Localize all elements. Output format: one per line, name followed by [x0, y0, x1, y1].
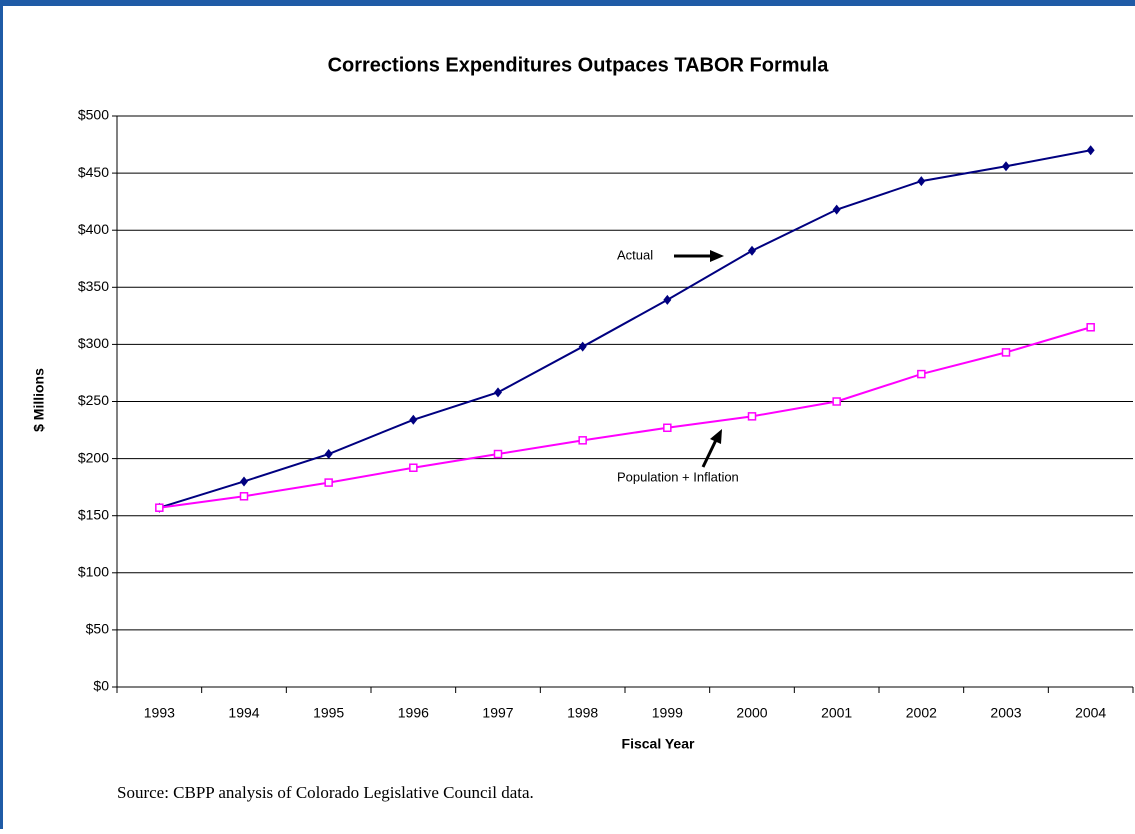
- annotation: Population + Inflation: [617, 469, 739, 484]
- series-line: [159, 149, 1091, 509]
- y-tick-label: $50: [86, 621, 110, 637]
- x-tick-label: 2004: [1075, 705, 1106, 721]
- point-marker: [917, 369, 926, 379]
- annotation-arrow: [701, 429, 722, 468]
- point-marker: [747, 412, 757, 421]
- frame-top: [0, 0, 1135, 6]
- point-marker: [409, 463, 418, 472]
- point-marker: [155, 503, 164, 512]
- point-marker: [409, 414, 418, 425]
- y-tick-label: $250: [78, 392, 109, 408]
- x-tick-label: 1999: [652, 705, 683, 721]
- point-marker: [1001, 348, 1011, 357]
- x-tick-label: 2000: [736, 705, 767, 721]
- x-tick-label: 1998: [567, 705, 598, 721]
- point-marker: [578, 436, 587, 445]
- x-tick-label: 1994: [228, 705, 259, 721]
- point-marker: [239, 492, 249, 501]
- point-marker: [494, 387, 502, 398]
- point-marker: [1086, 145, 1095, 156]
- point-marker: [1086, 323, 1095, 332]
- x-tick-label: 1997: [482, 705, 513, 721]
- point-marker: [578, 341, 587, 352]
- frame-left: [0, 0, 3, 829]
- x-tick-label: 2001: [821, 705, 852, 721]
- y-tick-label: $300: [78, 335, 109, 351]
- point-marker: [832, 397, 841, 406]
- point-marker: [324, 449, 333, 460]
- y-tick-label: $350: [78, 278, 109, 294]
- y-tick-label: $500: [78, 107, 109, 123]
- point-marker: [663, 294, 672, 305]
- point-marker: [917, 176, 926, 187]
- point-marker: [748, 245, 756, 256]
- annotation-arrow: [674, 250, 724, 262]
- point-marker: [240, 476, 248, 487]
- x-tick-label: 2002: [906, 705, 937, 721]
- y-tick-label: $450: [78, 164, 109, 180]
- x-tick-label: 1996: [398, 705, 429, 721]
- point-marker: [663, 423, 672, 433]
- point-marker: [324, 478, 333, 487]
- annotation: Actual: [617, 247, 653, 262]
- y-tick-label: $100: [78, 564, 109, 580]
- x-axis-title: Fiscal Year: [622, 736, 695, 752]
- point-marker: [832, 204, 841, 215]
- y-tick-label: $200: [78, 449, 109, 465]
- x-tick-label: 1995: [313, 705, 344, 721]
- chart-title: Corrections Expenditures Outpaces TABOR …: [328, 54, 830, 76]
- series-line: [159, 326, 1091, 509]
- x-tick-label: 2003: [990, 705, 1021, 721]
- y-axis-title: $ Millions: [31, 368, 47, 432]
- x-tick-label: 1993: [144, 705, 175, 721]
- source-note: Source: CBPP analysis of Colorado Legisl…: [117, 783, 534, 802]
- point-marker: [1002, 161, 1010, 172]
- y-tick-label: $400: [78, 221, 109, 237]
- y-tick-label: $0: [93, 678, 109, 694]
- point-marker: [493, 449, 503, 459]
- y-tick-label: $150: [78, 506, 109, 522]
